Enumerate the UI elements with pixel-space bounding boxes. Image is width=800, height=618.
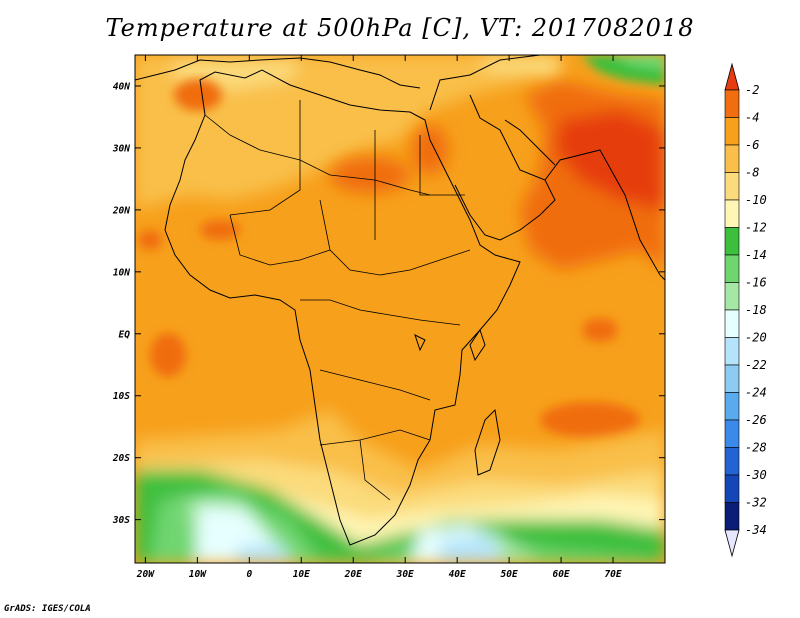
colorbar-level-label: -18 (745, 303, 767, 317)
border-namibia-botswana (319, 429, 431, 446)
colorbar-level-label: -22 (745, 358, 767, 372)
latitude-axis: 40N 30N 20N 10N EQ 10S 20S 30S (112, 81, 665, 526)
colorbar-box-13 (724, 447, 740, 476)
lat-tick-label: 30S (112, 515, 130, 526)
lon-tick-label: 10E (293, 569, 310, 580)
border-algeria (229, 100, 301, 216)
border-egypt (419, 135, 465, 196)
colorbar-level-label: -12 (745, 221, 767, 235)
lat-tick-label: 10N (113, 267, 130, 278)
country-borders (204, 100, 471, 501)
lat-tick-label: 20S (112, 453, 130, 464)
colorbar-box-12 (724, 419, 740, 448)
lon-tick-label: 10W (189, 569, 207, 580)
colorbar-box-0 (724, 89, 740, 118)
colorbar-level-label: -4 (745, 111, 759, 125)
credit-label: GrADS: IGES/COLA (4, 604, 91, 614)
border-angola-zambia (319, 369, 431, 401)
colorbar-box-6 (724, 254, 740, 283)
lon-tick-label: 0 (246, 569, 252, 580)
lon-tick-label: 70E (604, 569, 621, 580)
colorbar-box-3 (724, 172, 740, 201)
colorbar: -2 -4 -6 -8 -10 -12 -14 -16 -18 -20 -22 -24 -26 -28 -3… (724, 62, 767, 558)
colorbar-box-4 (724, 199, 740, 228)
lat-tick-label: 10S (113, 391, 130, 402)
colorbar-level-label: -34 (745, 523, 767, 537)
lat-tick-label: 40N (113, 81, 130, 92)
temperature-field (135, 55, 665, 563)
colorbar-box-2 (724, 144, 740, 173)
colorbar-level-label: -30 (745, 468, 767, 482)
colorbar-box-10 (724, 364, 740, 393)
border-botswana (359, 439, 391, 501)
lon-tick-label: 20E (344, 569, 362, 580)
madagascar (474, 408, 501, 476)
field-south-gradient (135, 410, 665, 563)
longitude-axis: 20W 10W 0 10E 20E 30E 40E 50E 60E 70E (136, 55, 622, 580)
lon-tick-label: 40E (449, 569, 466, 580)
india-coastline (544, 149, 665, 281)
colorbar-level-label: -16 (745, 276, 767, 290)
lon-tick-label: 30E (396, 569, 414, 580)
border-sahara-1 (204, 114, 431, 196)
border-central (300, 299, 461, 326)
colorbar-level-label: -6 (745, 138, 759, 152)
colorbar-box-9 (724, 337, 740, 366)
field-atlantic-warm (138, 220, 640, 438)
lake-victoria (469, 328, 486, 362)
colorbar-level-label: -26 (745, 413, 767, 427)
arabia-coastline (454, 94, 556, 241)
lat-tick-label: EQ (119, 329, 131, 340)
border-west-africa (229, 214, 331, 266)
colorbar-level-label: -28 (745, 441, 767, 455)
colorbar-box-8 (724, 309, 740, 338)
colorbar-level-label: -8 (745, 166, 759, 180)
turkey-levant-coast (429, 55, 541, 111)
field-northeast-cool (580, 55, 665, 85)
lon-tick-label: 60E (552, 569, 569, 580)
colorbar-top-arrow (724, 62, 740, 91)
europe-coastline (135, 57, 421, 89)
map-title: Temperature at 500hPa [C], VT: 201708201… (105, 14, 695, 42)
map-frame (134, 54, 666, 564)
lon-tick-label: 50E (501, 569, 518, 580)
colorbar-level-label: -24 (745, 386, 767, 400)
field-iberia-warm (174, 79, 222, 111)
colorbar-box-14 (724, 474, 740, 503)
colorbar-box-7 (724, 282, 740, 311)
persian-gulf (504, 119, 556, 166)
colorbar-box-11 (724, 392, 740, 421)
colorbar-level-label: -2 (745, 83, 759, 97)
coastlines (135, 55, 665, 546)
lon-tick-label: 20W (136, 569, 155, 580)
africa-coastline (164, 69, 521, 546)
colorbar-box-15 (724, 502, 740, 531)
colorbar-box-5 (724, 227, 740, 256)
colorbar-level-label: -14 (745, 248, 767, 262)
colorbar-level-label: -10 (745, 193, 767, 207)
colorbar-bottom-arrow (724, 529, 740, 558)
lat-tick-label: 30N (112, 143, 130, 154)
colorbar-level-label: -20 (745, 331, 767, 345)
lat-tick-label: 20N (112, 205, 130, 216)
colorbar-box-1 (724, 117, 740, 146)
lake-region (414, 334, 426, 352)
colorbar-level-label: -32 (745, 496, 767, 510)
